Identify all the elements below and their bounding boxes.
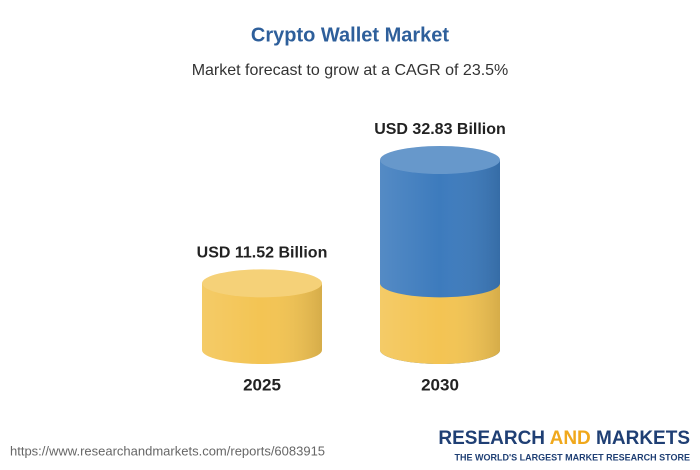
cylinder-top-highlight	[202, 269, 322, 298]
cylinder-shade	[380, 160, 500, 364]
x-tick-label: 2025	[243, 375, 281, 394]
value-label: USD 32.83 Billion	[374, 121, 506, 138]
logo-word: RESEARCH	[438, 428, 545, 449]
x-tick-label: 2030	[421, 375, 459, 394]
logo-tagline: THE WORLD'S LARGEST MARKET RESEARCH STOR…	[455, 452, 690, 462]
logo-word: MARKETS	[596, 428, 690, 449]
logo: RESEARCH AND MARKETS	[438, 428, 690, 449]
value-label: USD 11.52 Billion	[197, 245, 328, 262]
cylinder-top	[380, 146, 500, 174]
cylinder-top	[202, 269, 322, 298]
source-url[interactable]: https://www.researchandmarkets.com/repor…	[10, 443, 325, 458]
logo-word: AND	[550, 428, 591, 449]
chart-title: Crypto Wallet Market	[251, 24, 450, 46]
chart-subtitle: Market forecast to grow at a CAGR of 23.…	[192, 62, 509, 79]
cylinder-shade	[202, 283, 322, 364]
cylinder-top-highlight	[380, 146, 500, 174]
